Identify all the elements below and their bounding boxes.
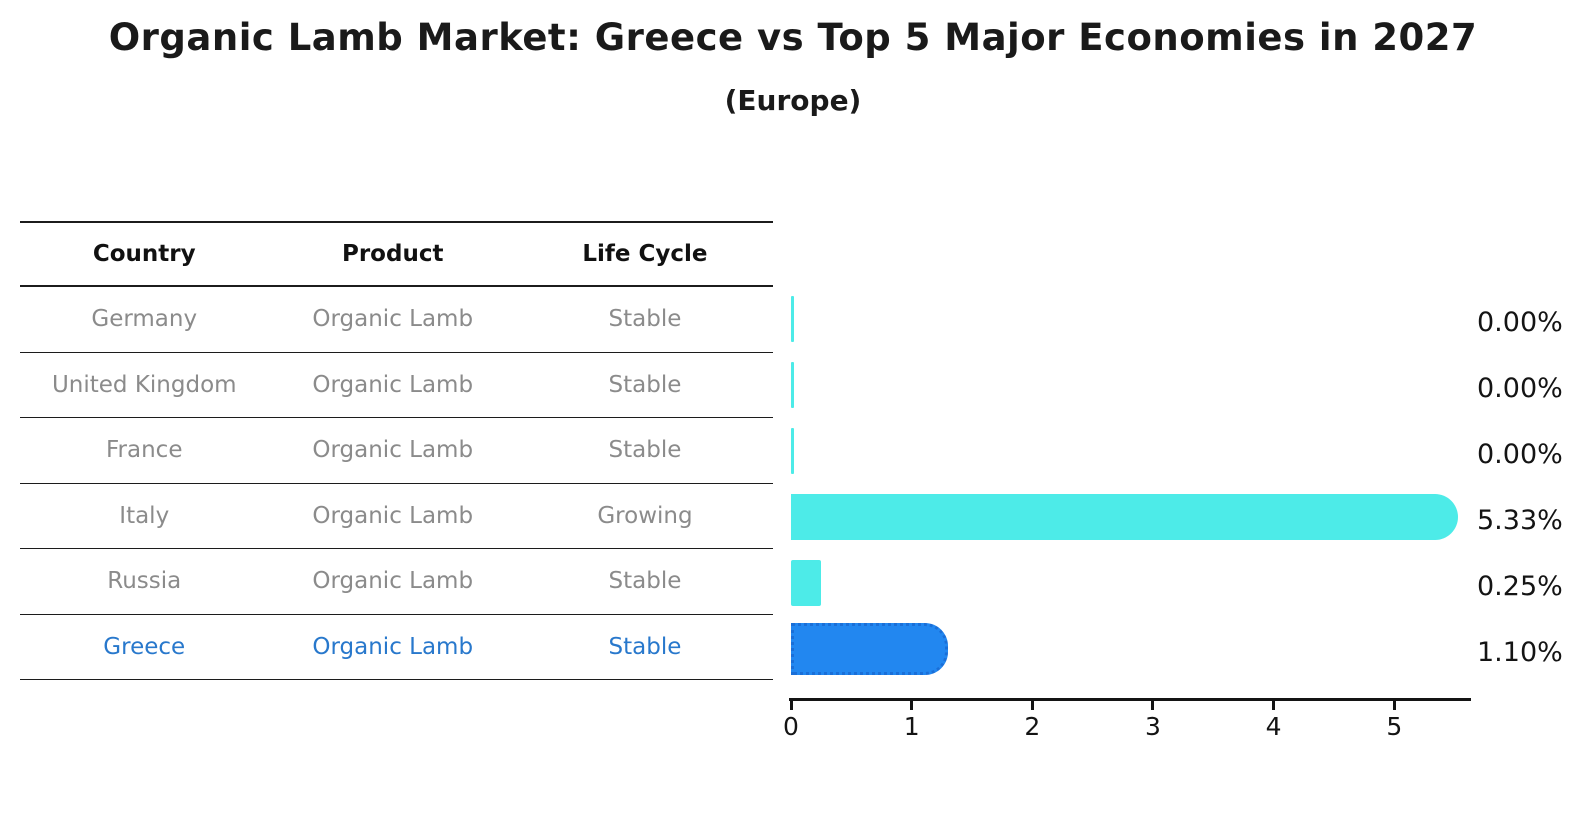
table-row-germany: Germany Organic Lamb Stable [20,287,773,353]
table-row-united-kingdom: United Kingdom Organic Lamb Stable [20,353,773,418]
table-body: Germany Organic Lamb Stable United Kingdom O… [20,287,773,680]
x-tick-1 [910,701,914,710]
table-cell-life_cycle: Stable [608,306,682,333]
x-tick-label-0: 0 [783,712,799,741]
bar-italy [791,494,1458,540]
x-tick-3 [1151,701,1155,710]
table-cell-product: Organic Lamb [312,568,474,595]
table-row-russia: Russia Organic Lamb Stable [20,549,773,615]
table-cell-country: United Kingdom [51,371,237,398]
table-header-country: Country [92,241,196,267]
value-label-russia: 0.25% [1477,571,1563,602]
bar-united-kingdom [791,362,794,408]
value-label-germany: 0.00% [1477,307,1563,338]
table-cell-product: Organic Lamb [312,371,474,398]
country-table: Country Product Life Cycle Germany Organi… [20,221,773,680]
bar-russia [791,560,821,606]
table-cell-life_cycle: Growing [597,502,693,529]
table-cell-product: Organic Lamb [312,306,474,333]
table-cell-country: Germany [91,306,198,333]
table-cell-product: Organic Lamb [312,437,474,464]
x-tick-label-2: 2 [1024,712,1041,741]
x-tick-label-1: 1 [903,712,920,741]
table-cell-life_cycle: Stable [608,437,682,464]
bar-greece [791,623,948,675]
value-label-united-kingdom: 0.00% [1477,373,1563,404]
table-cell-product: Organic Lamb [312,633,474,660]
table-row-greece: Greece Organic Lamb Stable [20,615,773,680]
table-cell-country: Russia [107,568,182,595]
x-tick-label-5: 5 [1386,712,1403,741]
x-tick-label-4: 4 [1265,712,1282,741]
chart-subtitle: (Europe) [724,84,862,117]
table-row-france: France Organic Lamb Stable [20,418,773,484]
value-label-greece: 1.10% [1477,637,1563,668]
x-tick-0 [789,701,793,710]
x-tick-5 [1392,701,1396,710]
bar-france [791,428,794,474]
value-label-italy: 5.33% [1477,505,1563,536]
table-cell-country: Greece [103,633,186,660]
table-cell-life_cycle: Stable [608,568,682,595]
table-header-life-cycle: Life Cycle [582,241,708,267]
table-cell-life_cycle: Stable [608,371,682,398]
chart-title: Organic Lamb Market: Greece vs Top 5 Maj… [108,16,1478,59]
value-label-france: 0.00% [1477,439,1563,470]
x-tick-4 [1272,701,1276,710]
bar-germany [791,296,794,342]
x-tick-label-3: 3 [1145,712,1161,741]
table-cell-life_cycle: Stable [608,633,682,660]
table-header-row: Country Product Life Cycle [20,221,773,287]
table-header-product: Product [341,241,444,267]
x-tick-2 [1030,701,1034,710]
table-cell-country: France [106,437,183,464]
table-cell-product: Organic Lamb [312,502,474,529]
table-cell-country: Italy [119,502,170,529]
table-row-italy: Italy Organic Lamb Growing [20,484,773,549]
x-axis-line [789,698,1471,701]
